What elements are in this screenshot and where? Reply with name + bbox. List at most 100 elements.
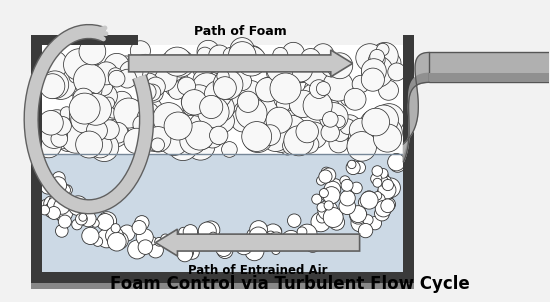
Circle shape [86,120,107,141]
Circle shape [139,73,159,93]
Circle shape [44,196,60,212]
Circle shape [41,199,52,210]
Bar [42,154,403,272]
Circle shape [304,79,326,100]
Circle shape [40,205,49,215]
Circle shape [137,109,154,125]
Circle shape [216,240,232,256]
Circle shape [234,101,254,121]
Circle shape [177,246,192,262]
Circle shape [340,89,358,106]
Circle shape [145,113,168,137]
Circle shape [378,189,387,198]
Circle shape [310,80,328,98]
Circle shape [73,88,94,110]
Circle shape [232,82,260,111]
Circle shape [59,185,70,196]
Circle shape [268,50,297,79]
Circle shape [65,72,91,97]
Circle shape [64,49,95,81]
Circle shape [74,64,106,96]
Circle shape [247,229,259,241]
Circle shape [314,58,327,71]
Circle shape [58,215,72,228]
Circle shape [89,134,112,158]
Bar [31,34,42,283]
Circle shape [260,125,280,146]
Circle shape [80,101,103,124]
Circle shape [114,98,144,128]
Circle shape [300,82,332,114]
Circle shape [133,54,158,80]
Circle shape [360,191,378,209]
Circle shape [333,85,347,100]
Circle shape [90,76,104,90]
Circle shape [356,125,378,147]
Circle shape [153,103,184,134]
Circle shape [246,125,263,143]
Circle shape [69,70,81,83]
Circle shape [182,93,198,110]
Circle shape [274,51,288,65]
Circle shape [102,224,121,243]
Circle shape [151,138,164,152]
Circle shape [201,86,228,113]
Circle shape [72,219,82,230]
Circle shape [340,191,355,206]
Circle shape [266,107,292,133]
Circle shape [361,50,386,75]
Circle shape [90,127,112,149]
Bar [31,272,414,283]
Circle shape [91,67,109,85]
Circle shape [332,209,343,220]
Circle shape [371,173,382,184]
Circle shape [231,108,255,132]
Circle shape [238,91,258,112]
Circle shape [302,138,316,151]
Circle shape [78,142,91,155]
Circle shape [305,236,321,252]
Circle shape [377,185,393,201]
Circle shape [217,70,229,82]
Circle shape [363,215,373,225]
Circle shape [370,50,384,64]
Circle shape [155,138,168,151]
Circle shape [278,115,306,144]
Circle shape [36,132,62,158]
Circle shape [373,178,382,187]
Circle shape [351,124,373,146]
Circle shape [256,78,280,102]
Circle shape [190,127,213,149]
Circle shape [73,127,102,156]
Circle shape [351,214,369,232]
Circle shape [239,81,263,104]
Circle shape [178,77,195,95]
Circle shape [301,49,321,68]
Circle shape [350,207,367,224]
Circle shape [316,82,331,95]
Circle shape [89,85,102,97]
Circle shape [148,243,163,258]
Circle shape [303,91,332,120]
Circle shape [297,224,317,244]
Circle shape [333,115,345,127]
Circle shape [340,176,350,186]
Circle shape [108,68,123,82]
Circle shape [115,63,138,86]
Circle shape [54,198,70,214]
Circle shape [311,212,331,232]
Circle shape [119,61,143,84]
Circle shape [182,234,194,247]
Circle shape [359,223,373,238]
Circle shape [243,49,264,70]
Circle shape [310,46,332,69]
Circle shape [323,187,340,204]
Circle shape [378,169,388,178]
Circle shape [133,63,147,76]
Circle shape [283,137,300,155]
Circle shape [146,77,166,96]
Circle shape [381,53,401,73]
Circle shape [373,118,402,147]
Circle shape [381,194,391,204]
Circle shape [372,193,385,206]
